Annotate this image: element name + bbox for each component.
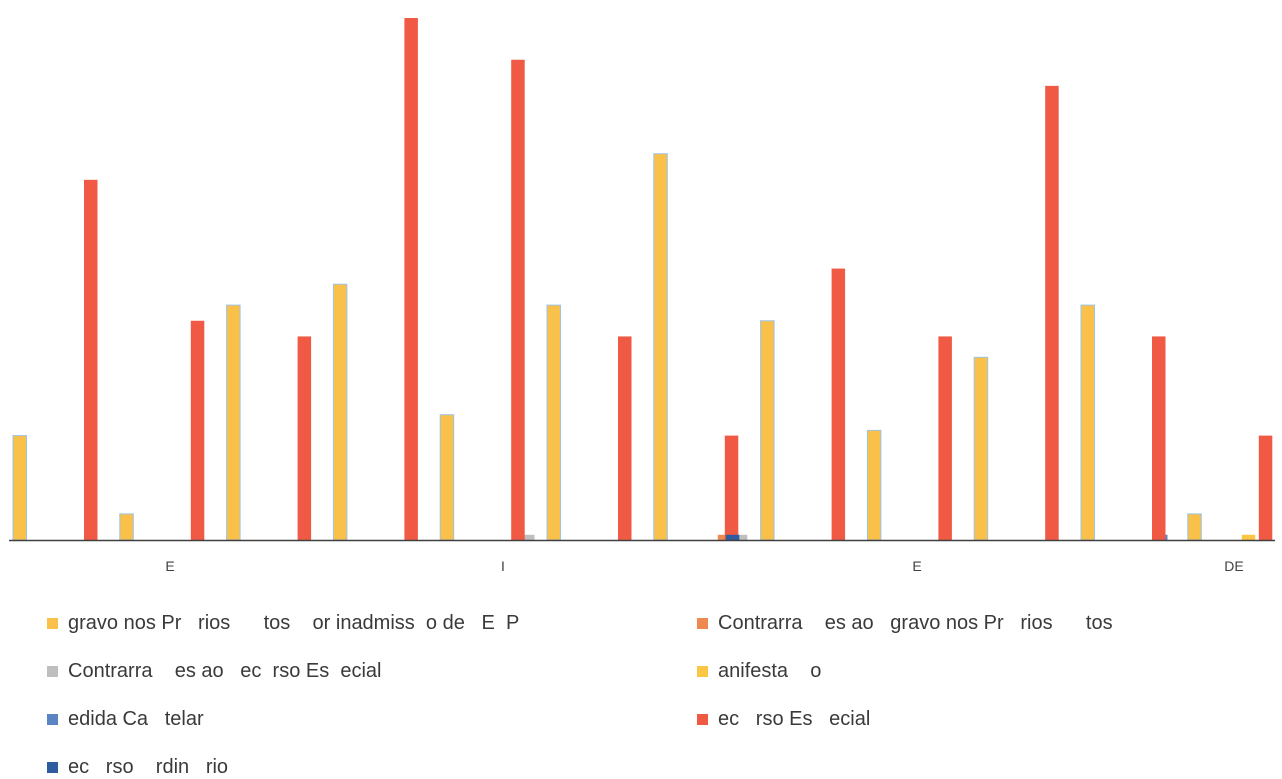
- bar-series-5-cat-11: [1258, 435, 1273, 540]
- bar-series-0-cat-0: [12, 435, 27, 541]
- bar-series-6-cat-6: [725, 534, 740, 540]
- bar-series-5-cat-8: [938, 336, 952, 540]
- bar-series-0-cat-1: [119, 513, 134, 541]
- bar-series-5-cat-9: [1045, 85, 1059, 541]
- bar-series-5-cat-3: [404, 18, 418, 540]
- legend-item: ec rso rdin rio: [47, 756, 228, 779]
- bar-series-0-cat-11: [1187, 513, 1202, 541]
- bar-series-5-cat-2: [297, 336, 312, 540]
- bars-layer: [12, 18, 1273, 541]
- bar-series-5-cat-1: [190, 320, 205, 540]
- bar-chart: E I E DE: [9, 18, 1275, 574]
- bar-series-0-cat-8: [866, 429, 882, 541]
- x-tick-label: E: [912, 558, 921, 574]
- legend-swatch: [47, 714, 58, 725]
- bar-series-5-cat-4: [511, 59, 525, 540]
- legend-swatch: [697, 714, 708, 725]
- legend-swatch: [47, 666, 58, 677]
- bar-series-5-cat-7: [831, 268, 846, 540]
- bar-series-5-cat-5: [618, 336, 632, 540]
- bar-series-1-cat-6: [717, 534, 732, 540]
- bar-series-0-cat-3: [332, 283, 348, 541]
- bar-series-0-cat-7: [760, 320, 775, 541]
- legend-label: Contrarra es ao gravo nos Pr rios tos: [718, 612, 1113, 634]
- x-tick-label: DE: [1224, 558, 1243, 574]
- bar-series-2-cat-6: [733, 534, 748, 540]
- bar-series-0-cat-10: [1080, 304, 1095, 541]
- bar-series-0-cat-4: [439, 414, 455, 541]
- legend-label: edida Ca telar: [68, 708, 204, 730]
- legend-label: gravo nos Pr rios tos or inadmiss o de E…: [68, 612, 520, 634]
- legend-swatch: [47, 618, 58, 629]
- legend-label: ec rso rdin rio: [68, 756, 229, 778]
- bar-series-3-cat-11: [1241, 534, 1256, 540]
- legend-item: Contrarra es ao ec rso Es ecial: [47, 660, 381, 683]
- bar-series-5-cat-10: [1152, 336, 1166, 540]
- legend-item: Contrarra es ao gravo nos Pr rios tos: [697, 612, 1113, 635]
- x-axis-labels: E I E DE: [165, 558, 1243, 574]
- bar-series-0-cat-9: [973, 356, 989, 541]
- bar-series-0-cat-5: [546, 304, 561, 541]
- bar-series-5-cat-0: [84, 179, 98, 540]
- legend-label: anifesta o: [718, 660, 822, 682]
- legend-swatch: [697, 666, 708, 677]
- bar-series-0-cat-2: [226, 304, 241, 541]
- legend-swatch: [697, 618, 708, 629]
- legend-item: gravo nos Pr rios tos or inadmiss o de E…: [47, 612, 519, 635]
- legend-swatch: [47, 762, 58, 773]
- legend-item: anifesta o: [697, 660, 821, 683]
- legend-label: Contrarra es ao ec rso Es ecial: [68, 660, 382, 682]
- bar-series-0-cat-6: [653, 153, 668, 541]
- bar-series-5-cat-6: [724, 435, 739, 540]
- x-tick-label: E: [165, 558, 174, 574]
- legend-label: ec rso Es ecial: [718, 708, 871, 730]
- legend-item: edida Ca telar: [47, 708, 204, 731]
- legend-item: ec rso Es ecial: [697, 708, 870, 731]
- x-tick-label: I: [501, 558, 505, 574]
- bar-series-2-cat-5: [521, 534, 535, 540]
- legend: gravo nos Pr rios tos or inadmiss o de E…: [0, 600, 1282, 778]
